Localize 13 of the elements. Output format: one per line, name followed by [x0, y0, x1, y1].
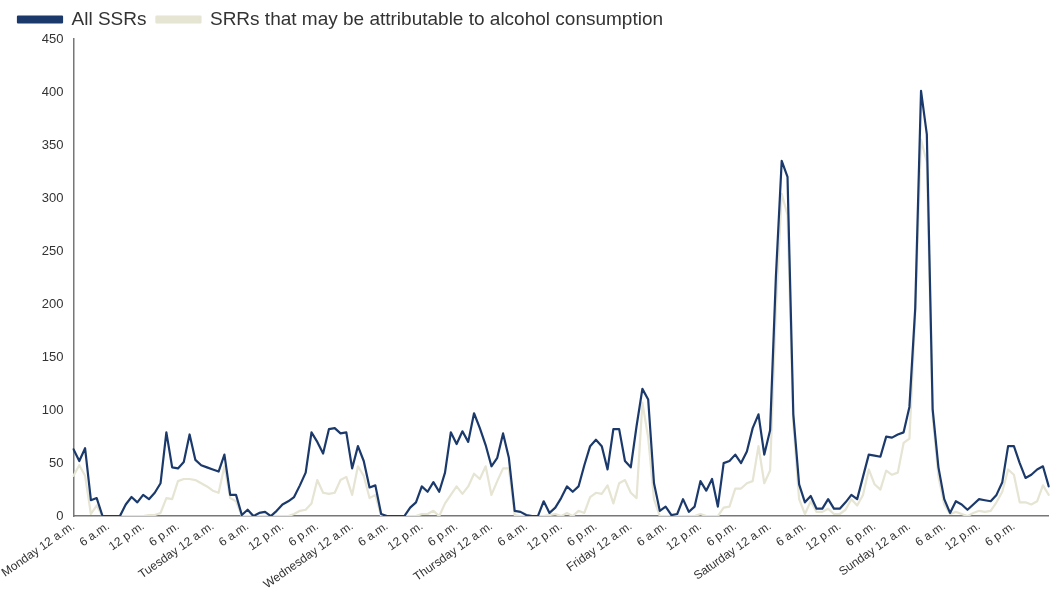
- y-tick-label: 350: [41, 136, 64, 152]
- y-tick-label: 150: [41, 348, 64, 364]
- y-tick-label: 100: [41, 401, 64, 417]
- x-tick-label: 6 p.m.: [982, 518, 1018, 550]
- legend-label: All SSRs: [71, 7, 147, 29]
- y-tick-label: 0: [56, 507, 64, 523]
- y-tick-label: 250: [41, 242, 64, 258]
- y-tick-label: 50: [49, 454, 64, 470]
- y-tick-label: 400: [41, 83, 64, 99]
- y-tick-label: 200: [41, 295, 64, 311]
- y-tick-label: 450: [41, 30, 64, 46]
- y-tick-label: 300: [41, 189, 64, 205]
- legend-label: SRRs that may be attributable to alcohol consumption: [209, 7, 664, 29]
